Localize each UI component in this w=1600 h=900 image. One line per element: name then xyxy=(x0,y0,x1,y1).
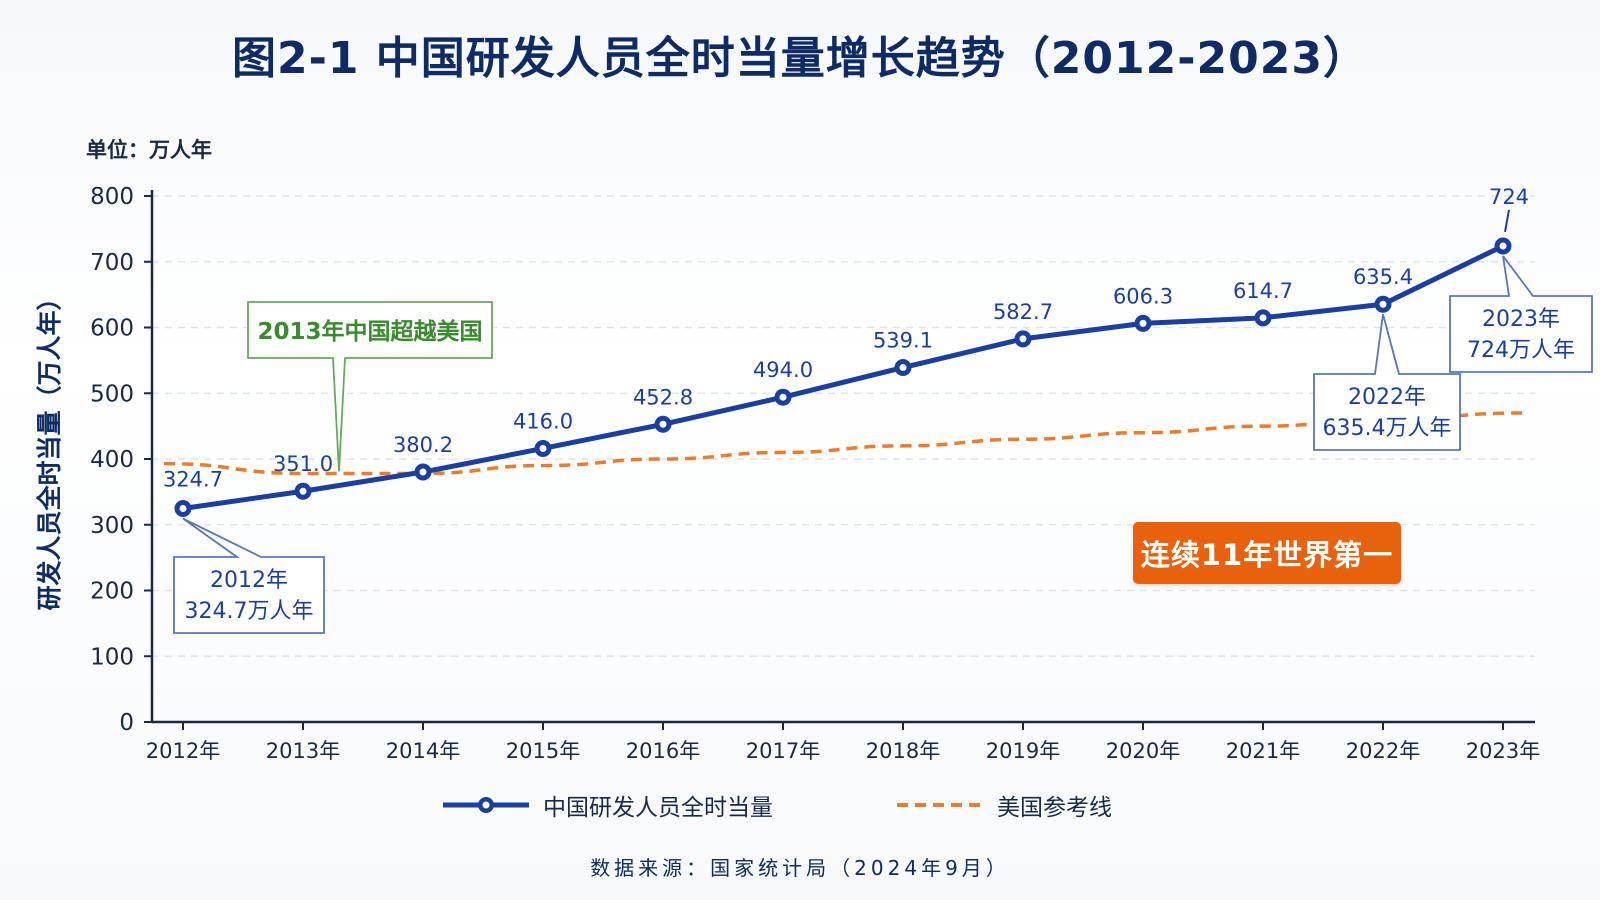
data-label: 452.8 xyxy=(633,385,693,409)
legend-item-us: 美国参考线 xyxy=(897,788,1112,822)
data-label: 614.7 xyxy=(1233,279,1293,303)
data-source: 数据来源：国家统计局（2024年9月） xyxy=(590,856,1010,880)
data-label: 351.0 xyxy=(273,452,333,476)
data-label: 416.0 xyxy=(513,409,573,433)
data-point-center xyxy=(1379,300,1387,308)
x-tick-label: 2022年 xyxy=(1346,739,1420,763)
y-tick-label: 500 xyxy=(90,381,134,407)
data-point-center xyxy=(419,468,427,476)
legend-label-us: 美国参考线 xyxy=(997,795,1112,821)
legend-swatch-us xyxy=(897,803,983,807)
x-tick-label: 2015年 xyxy=(506,739,580,763)
x-tick-label: 2016年 xyxy=(626,739,700,763)
y-tick-label: 600 xyxy=(90,316,134,342)
unit-label: 单位：万人年 xyxy=(86,138,212,162)
legend-item-china: 中国研发人员全时当量 xyxy=(443,788,773,822)
data-label: 380.2 xyxy=(393,433,453,457)
annotation-overtake: 2013年中国超越美国 xyxy=(247,301,493,472)
legend-label-china: 中国研发人员全时当量 xyxy=(543,795,773,821)
x-tick-label: 2020年 xyxy=(1106,739,1180,763)
y-tick-label: 800 xyxy=(90,184,134,210)
x-tick-label: 2012年 xyxy=(146,739,220,763)
legend-swatch-china xyxy=(443,797,529,813)
callout-line2: 724万人年 xyxy=(1467,338,1575,363)
data-label: 324.7 xyxy=(163,468,223,492)
callout-line2: 324.7万人年 xyxy=(185,599,314,624)
data-label: 539.1 xyxy=(873,329,933,353)
x-tick-label: 2014年 xyxy=(386,739,460,763)
callout-2012: 2012年 324.7万人年 xyxy=(173,517,325,634)
x-tick-label: 2023年 xyxy=(1466,739,1540,763)
x-tick-label: 2021年 xyxy=(1226,739,1300,763)
data-label-leader xyxy=(1504,209,1510,233)
data-point-center xyxy=(1259,314,1267,322)
y-tick-label: 200 xyxy=(90,579,134,605)
data-point-center xyxy=(1139,319,1147,327)
x-tick-label: 2013年 xyxy=(266,739,340,763)
y-tick-label: 300 xyxy=(90,513,134,539)
data-label: 582.7 xyxy=(993,300,1053,324)
annotation-text: 2013年中国超越美国 xyxy=(257,318,482,345)
y-tick-label: 400 xyxy=(90,447,134,473)
callout-line1: 2012年 xyxy=(210,568,288,593)
data-point-center xyxy=(1499,242,1507,250)
data-label: 606.3 xyxy=(1113,284,1173,308)
annotation-box xyxy=(247,301,493,472)
x-tick-label: 2017年 xyxy=(746,739,820,763)
chart-title: 图2-1 中国研发人员全时当量增长趋势（2012-2023） xyxy=(232,33,1368,84)
badge-world-first: 连续11年世界第一 xyxy=(1133,522,1401,584)
callout-line1: 2022年 xyxy=(1348,385,1426,410)
data-point-center xyxy=(1019,335,1027,343)
data-point-center xyxy=(539,444,547,452)
callout-2023: 2023年 724万人年 xyxy=(1449,255,1593,373)
data-point-center xyxy=(659,420,667,428)
callout-box xyxy=(173,517,325,634)
data-label: 494.0 xyxy=(753,358,813,382)
callout-box xyxy=(1313,313,1461,451)
x-tick-label: 2019年 xyxy=(986,739,1060,763)
data-label: 724 xyxy=(1489,185,1529,209)
callout-line1: 2023年 xyxy=(1482,307,1560,332)
callout-box xyxy=(1449,255,1593,373)
y-tick-label: 700 xyxy=(90,250,134,276)
data-point-center xyxy=(899,364,907,372)
callout-2022: 2022年 635.4万人年 xyxy=(1313,313,1461,451)
data-point-center xyxy=(779,393,787,401)
data-label: 635.4 xyxy=(1353,265,1413,289)
y-tick-label: 0 xyxy=(119,710,134,736)
x-tick-label: 2018年 xyxy=(866,739,940,763)
data-point-center xyxy=(179,505,187,513)
callout-line2: 635.4万人年 xyxy=(1323,416,1452,441)
data-point-center xyxy=(299,487,307,495)
series-line-china xyxy=(182,243,1505,511)
y-tick-label: 100 xyxy=(90,644,134,670)
